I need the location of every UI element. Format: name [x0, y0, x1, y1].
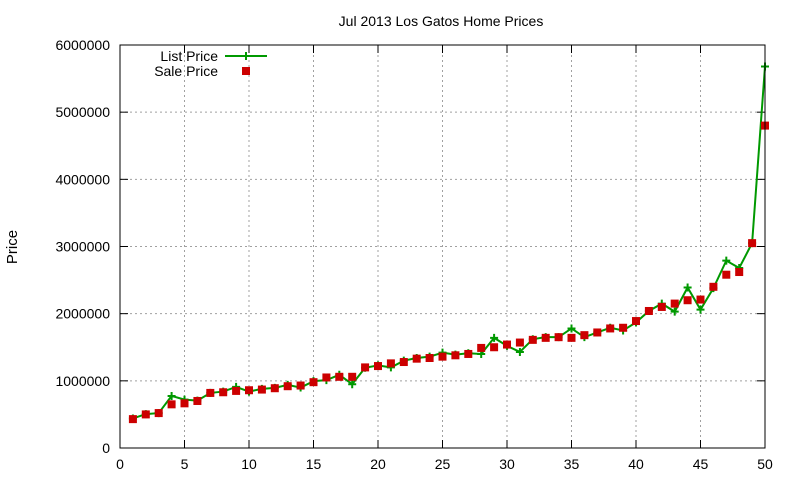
sale-price-point [451, 351, 460, 360]
y-tick-label: 4000000 [55, 171, 110, 187]
y-axis-label: Price [4, 230, 21, 264]
sale-price-point [283, 382, 292, 391]
sale-price-point [270, 384, 279, 393]
sale-price-point [348, 372, 357, 381]
sale-price-point [206, 388, 215, 397]
x-tick-label: 20 [370, 456, 386, 472]
y-tick-label: 3000000 [55, 239, 110, 255]
list-price-line [132, 66, 766, 420]
sale-price-point [696, 295, 705, 304]
sale-price-point [399, 358, 408, 367]
sale-price-point [464, 349, 473, 358]
y-tick-label: 5000000 [55, 104, 110, 120]
x-tick-label: 5 [181, 456, 189, 472]
sale-price-point [245, 386, 253, 395]
list-price-point [515, 347, 524, 356]
legend-swatch-sale-price [242, 67, 250, 75]
legend-label-list-price: List Price [160, 48, 218, 64]
sale-price-point [657, 302, 666, 311]
list-price-point [348, 380, 357, 389]
sale-price-point [554, 333, 563, 342]
x-tick-label: 30 [499, 456, 515, 472]
list-price-point [567, 324, 576, 333]
x-tick-label: 40 [628, 456, 644, 472]
plot-border [119, 44, 766, 449]
list-price-point [696, 305, 705, 314]
series-layer [128, 62, 769, 424]
list-price-point [167, 391, 176, 400]
sale-price-point [748, 239, 757, 248]
sale-price-point [644, 306, 653, 315]
y-tick-label: 0 [102, 440, 110, 456]
sale-price-point [619, 323, 628, 332]
list-price-point [490, 333, 499, 342]
list-price-point [722, 256, 731, 265]
y-tick-label: 6000000 [55, 37, 110, 53]
sale-price-point [528, 335, 537, 344]
x-tick-label: 15 [306, 456, 322, 472]
sale-price-point [374, 362, 382, 371]
sale-price-point [567, 333, 576, 342]
x-tick-label: 10 [241, 456, 257, 472]
list-price-point [683, 283, 692, 292]
sale-price-point [515, 338, 524, 347]
sale-price-point [257, 385, 266, 394]
sale-price-point [180, 399, 189, 408]
sale-price-point [386, 359, 395, 368]
sale-price-point [632, 317, 640, 326]
sale-price-point [735, 268, 744, 277]
sale-price-point [709, 282, 718, 291]
sale-price-point [438, 352, 447, 361]
sale-price-point [128, 415, 137, 424]
sale-price-point [425, 353, 434, 362]
sale-price-point [193, 396, 202, 405]
sale-price-point [309, 378, 318, 387]
x-tick-label: 35 [564, 456, 580, 472]
x-tick-label: 45 [693, 456, 709, 472]
sale-price-point [335, 372, 344, 381]
sale-price-point [322, 373, 331, 382]
sale-price-point [580, 331, 589, 340]
sale-price-point [412, 354, 421, 363]
y-tick-label: 1000000 [55, 373, 110, 389]
sale-price-point [296, 381, 305, 390]
sale-price-point [154, 409, 163, 418]
legend-label-sale-price: Sale Price [154, 63, 218, 79]
sale-price-point [219, 388, 228, 397]
sale-price-point [477, 343, 486, 352]
legend-marker-list-price [242, 52, 250, 60]
grid-lines [120, 45, 765, 448]
x-tick-label: 50 [757, 456, 773, 472]
legend: List Price Sale Price [154, 48, 267, 79]
list-price-point [670, 307, 679, 316]
sale-price-point [503, 340, 511, 349]
sale-price-point [722, 270, 731, 279]
axis-ticks: 0 1000000 2000000 3000000 4000000 5000000 6000… [55, 37, 773, 472]
sale-price-point [361, 363, 370, 372]
sale-price-point [141, 410, 150, 419]
sale-price-point [167, 400, 176, 409]
sale-price-point [232, 386, 241, 395]
sale-price-point [593, 328, 602, 337]
x-tick-label: 25 [435, 456, 451, 472]
sale-price-point [541, 333, 550, 342]
x-tick-label: 0 [116, 456, 124, 472]
y-tick-label: 2000000 [55, 306, 110, 322]
sale-price-point [606, 324, 615, 333]
sale-price-point [490, 343, 499, 352]
sale-price-point [683, 296, 692, 305]
chart-title: Jul 2013 Los Gatos Home Prices [339, 13, 544, 29]
sale-price-point [670, 299, 679, 308]
